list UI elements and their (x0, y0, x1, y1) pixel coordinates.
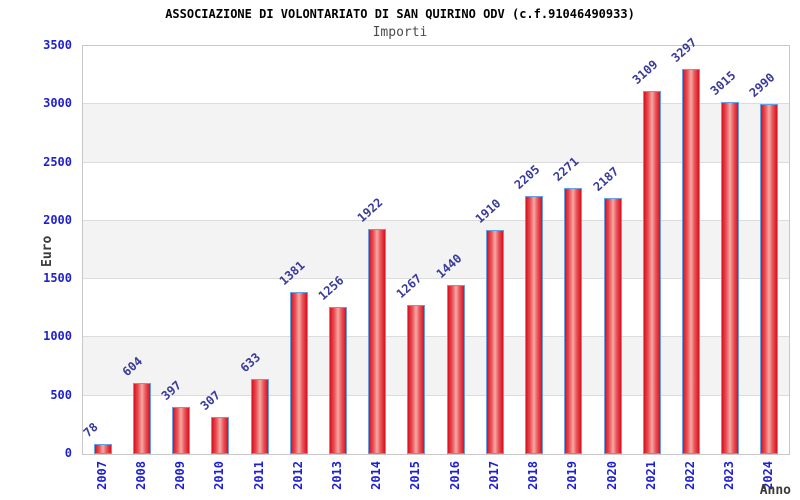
y-tick-label: 1500 (43, 271, 72, 286)
grid-band (83, 337, 789, 396)
x-tick-label: 2016 (447, 461, 462, 490)
y-tick-label: 2000 (43, 212, 72, 227)
x-tick-label: 2010 (212, 461, 227, 490)
bar (760, 104, 779, 454)
bar (642, 90, 661, 454)
x-axis-tick-labels: 2007 2008 2009 2010 2011 2012 2013 2014 2015 2016… (0, 461, 800, 500)
bar (407, 305, 426, 454)
bar (93, 443, 112, 454)
x-tick-label: 2021 (643, 461, 658, 490)
x-tick-label: 2015 (408, 461, 423, 490)
gridline (83, 394, 789, 396)
bar (172, 406, 191, 454)
bar (368, 228, 387, 454)
grid-band (83, 220, 789, 280)
bar (250, 379, 269, 454)
gridline (83, 336, 789, 338)
x-tick-label: 2020 (604, 461, 619, 490)
x-tick-label: 2019 (565, 461, 580, 490)
gridline (83, 278, 789, 280)
bar (721, 101, 740, 454)
gridline (83, 103, 789, 105)
gridline (83, 161, 789, 163)
grid-band (83, 395, 789, 454)
y-tick-label: 500 (50, 387, 72, 402)
bar (681, 68, 700, 454)
x-tick-label: 2007 (94, 461, 109, 490)
x-tick-label: 2022 (682, 461, 697, 490)
x-tick-label: 2018 (526, 461, 541, 490)
bar (132, 382, 151, 454)
x-tick-label: 2009 (173, 461, 188, 490)
bar (525, 195, 544, 454)
bar (328, 306, 347, 454)
y-tick-label: 3500 (43, 38, 72, 52)
y-tick-label: 3000 (43, 96, 72, 111)
bar (289, 292, 308, 454)
x-axis-title: Anno (759, 483, 791, 498)
x-tick-label: 2013 (329, 461, 344, 490)
gridline (83, 219, 789, 221)
grid-band (83, 279, 789, 338)
grid-band (83, 162, 789, 221)
bar (211, 417, 230, 454)
bar (603, 198, 622, 454)
bar (564, 188, 583, 454)
x-tick-label: 2017 (486, 461, 501, 490)
y-tick-label: 2500 (43, 154, 72, 169)
bar (446, 285, 465, 454)
x-tick-label: 2014 (369, 461, 384, 490)
chart-subtitle: Importi (372, 25, 428, 40)
grid-band (83, 46, 789, 105)
x-tick-label: 2011 (251, 461, 266, 490)
grid-band (83, 104, 789, 163)
x-tick-label: 2012 (290, 461, 305, 490)
plot-area: 78 604 397 307 633 1381 1256 1922 1267 1440 1910 22… (80, 35, 790, 455)
x-tick-label: 2023 (722, 461, 737, 490)
chart-title: ASSOCIAZIONE DI VOLONTARIATO DI SAN QUIR… (165, 7, 635, 21)
y-axis-title: Euro (40, 235, 55, 267)
bar (485, 230, 504, 454)
y-tick-label: 1000 (43, 329, 72, 344)
x-tick-label: 2008 (133, 461, 148, 490)
y-tick-label: 0 (64, 446, 72, 460)
